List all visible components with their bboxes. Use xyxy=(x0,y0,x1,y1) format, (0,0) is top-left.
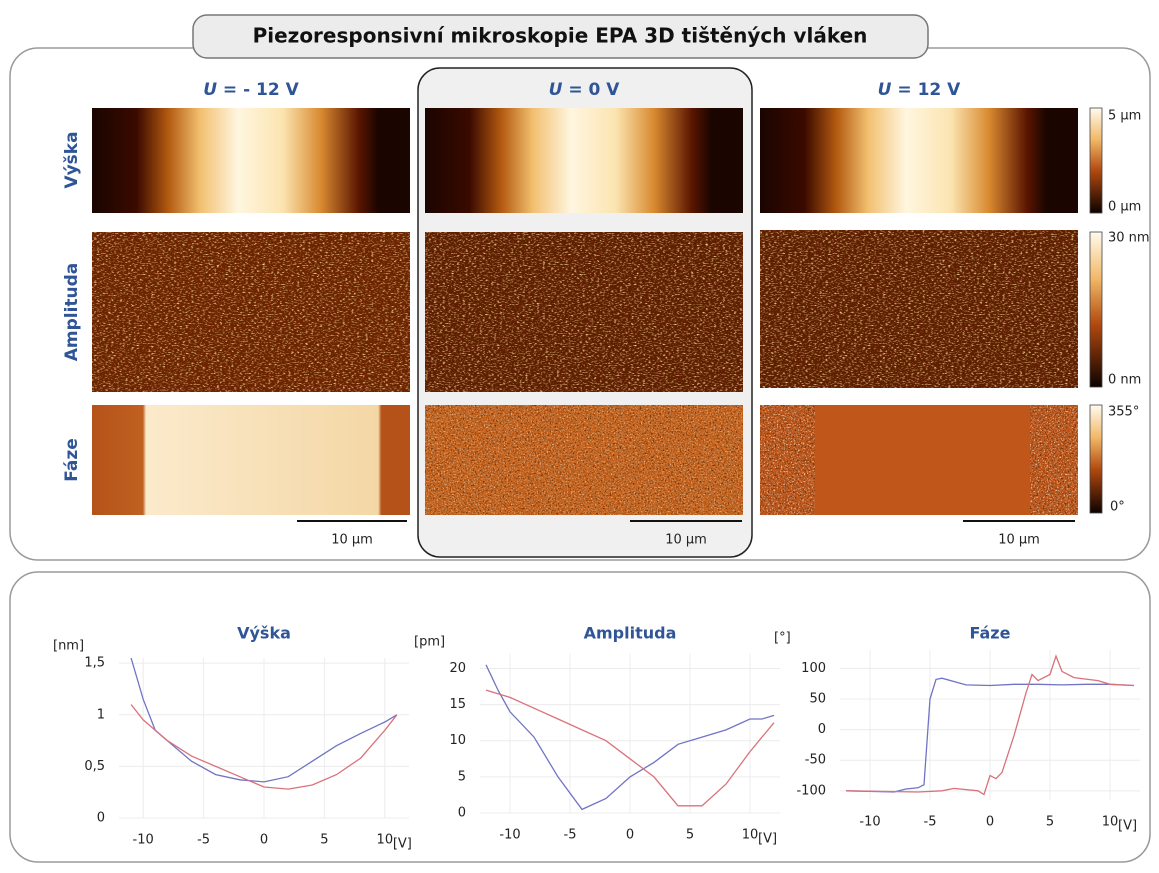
x-tick-label: -5 xyxy=(924,815,937,830)
y-tick-label: 20 xyxy=(449,661,466,676)
y-axis-label: [nm] xyxy=(53,639,84,654)
y-tick-label: 0 xyxy=(97,811,105,826)
y-tick-label: 10 xyxy=(449,733,466,748)
height-images xyxy=(92,108,1078,213)
x-tick-label: -5 xyxy=(564,828,577,843)
x-tick-label: 10 xyxy=(742,828,759,843)
chart-title: Amplituda xyxy=(584,624,677,643)
colorbar-min: 0 nm xyxy=(1108,373,1141,388)
colorbar-min: 0 µm xyxy=(1108,200,1141,215)
y-tick-label: 15 xyxy=(449,697,466,712)
colorbar-max: 5 µm xyxy=(1108,109,1141,124)
row-label: Amplituda xyxy=(62,263,82,362)
phase-images xyxy=(92,405,1078,515)
x-tick-label: 5 xyxy=(320,833,328,848)
y-tick-label: 0,5 xyxy=(84,759,105,774)
column-header: U = - 12 V xyxy=(203,80,299,100)
x-tick-label: 10 xyxy=(1102,815,1119,830)
y-tick-label: 1,5 xyxy=(84,656,105,671)
chart-title: Fáze xyxy=(970,624,1011,643)
figure-title: Piezoresponsivní mikroskopie EPA 3D tišt… xyxy=(253,24,868,48)
x-tick-label: 0 xyxy=(986,815,994,830)
x-axis-label: [V] xyxy=(1118,819,1137,834)
y-tick-label: 1 xyxy=(97,707,105,722)
y-tick-label: 100 xyxy=(801,661,826,676)
colorbars xyxy=(1090,108,1102,513)
y-tick-label: 0 xyxy=(818,722,826,737)
x-tick-label: 0 xyxy=(260,833,268,848)
colorbar-max: 30 nm xyxy=(1108,231,1150,246)
scale-bar-label: 10 µm xyxy=(331,533,373,548)
y-tick-label: 5 xyxy=(458,769,466,784)
scale-bar-label: 10 µm xyxy=(665,533,707,548)
x-tick-label: -5 xyxy=(197,833,210,848)
y-axis-label: [°] xyxy=(774,631,791,646)
row-label: Výška xyxy=(62,131,82,188)
row-label: Fáze xyxy=(62,438,82,482)
y-axis-label: [pm] xyxy=(414,635,445,650)
column-header: U = 12 V xyxy=(878,80,961,100)
column-header: U = 0 V xyxy=(549,80,621,100)
figure: Piezoresponsivní mikroskopie EPA 3D tišt… xyxy=(0,0,1159,869)
colorbar-min: 0° xyxy=(1110,500,1125,515)
y-tick-label: -100 xyxy=(796,783,826,798)
x-tick-label: 10 xyxy=(377,833,394,848)
x-tick-label: -10 xyxy=(499,828,520,843)
y-tick-label: -50 xyxy=(805,753,826,768)
y-tick-label: 0 xyxy=(458,806,466,821)
x-tick-label: 5 xyxy=(1046,815,1054,830)
x-tick-label: 5 xyxy=(686,828,694,843)
y-tick-label: 50 xyxy=(809,691,826,706)
scale-bar-label: 10 µm xyxy=(998,533,1040,548)
x-axis-label: [V] xyxy=(393,837,412,852)
colorbar-max: 355° xyxy=(1108,405,1139,420)
x-tick-label: 0 xyxy=(626,828,634,843)
amplitude-images xyxy=(92,230,1078,392)
x-tick-label: -10 xyxy=(133,833,154,848)
x-tick-label: -10 xyxy=(859,815,880,830)
x-axis-label: [V] xyxy=(758,832,777,847)
chart-title: Výška xyxy=(237,624,291,643)
